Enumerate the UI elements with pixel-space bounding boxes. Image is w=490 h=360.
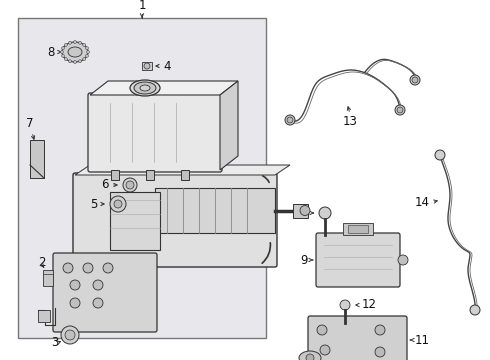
Circle shape [285,115,295,125]
Circle shape [144,63,150,69]
Circle shape [63,263,73,273]
Bar [155,188,275,233]
Bar [18,18,266,338]
Circle shape [64,44,67,46]
Circle shape [87,50,90,54]
Circle shape [74,40,76,44]
Circle shape [126,181,134,189]
Bar [111,170,119,180]
Circle shape [412,77,418,83]
Text: 3: 3 [51,337,59,350]
Circle shape [83,44,86,46]
Text: 9: 9 [300,253,308,266]
Text: 2: 2 [38,256,46,269]
Bar [38,310,50,322]
Circle shape [61,326,79,344]
Circle shape [61,54,65,57]
Circle shape [69,41,72,44]
Text: 13: 13 [343,115,357,128]
Circle shape [317,325,327,335]
Ellipse shape [134,82,156,94]
Circle shape [69,60,72,63]
Circle shape [114,200,122,208]
Ellipse shape [68,47,82,57]
Circle shape [86,54,89,57]
Text: 5: 5 [90,198,97,211]
Circle shape [70,298,80,308]
Bar [348,225,368,233]
Circle shape [375,325,385,335]
FancyBboxPatch shape [88,93,222,172]
Bar [142,62,152,70]
Text: 6: 6 [101,179,109,192]
Circle shape [398,255,408,265]
Circle shape [86,47,89,50]
FancyBboxPatch shape [308,316,407,360]
Circle shape [65,330,75,340]
Circle shape [78,60,81,63]
Circle shape [110,196,126,212]
Polygon shape [220,81,238,170]
Ellipse shape [62,42,88,62]
Circle shape [470,305,480,315]
Text: 10: 10 [293,207,308,220]
Circle shape [83,263,93,273]
Bar [110,192,160,250]
Circle shape [306,354,314,360]
Text: 14: 14 [415,195,430,208]
Bar [43,270,53,286]
Circle shape [375,347,385,357]
Circle shape [123,178,137,192]
Bar [293,203,308,217]
Circle shape [320,345,330,355]
Circle shape [410,75,420,85]
FancyBboxPatch shape [316,233,400,287]
Circle shape [64,58,67,60]
Ellipse shape [299,351,321,360]
Circle shape [83,58,86,60]
Text: 12: 12 [362,298,377,311]
Circle shape [435,150,445,160]
FancyBboxPatch shape [73,173,277,267]
Circle shape [395,105,405,115]
Bar [146,170,154,180]
Circle shape [340,300,350,310]
Circle shape [287,117,293,123]
Circle shape [319,207,331,219]
Circle shape [397,107,403,113]
Circle shape [103,263,113,273]
Text: 8: 8 [48,45,55,58]
Ellipse shape [130,80,160,96]
Circle shape [74,60,76,63]
Circle shape [93,280,103,290]
Ellipse shape [140,85,150,91]
Text: 11: 11 [415,333,430,346]
Circle shape [300,206,310,216]
Circle shape [60,50,64,54]
Bar [181,170,189,180]
Circle shape [78,41,81,44]
Bar [343,223,373,235]
Text: 7: 7 [26,117,34,130]
Polygon shape [90,81,238,95]
Circle shape [93,298,103,308]
Circle shape [70,280,80,290]
Text: 1: 1 [138,0,146,12]
Polygon shape [75,165,290,175]
Bar [30,140,44,178]
FancyBboxPatch shape [53,253,157,332]
Text: 4: 4 [163,59,171,72]
Circle shape [61,47,65,50]
